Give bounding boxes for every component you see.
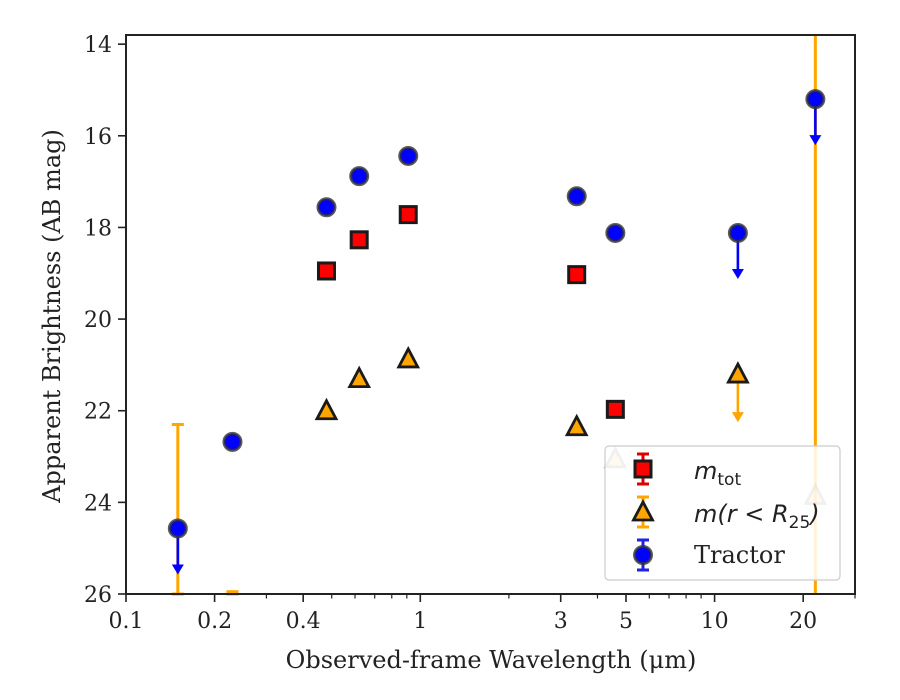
y-tick-label: 18	[84, 216, 112, 241]
x-tick-label: 10	[701, 609, 729, 634]
legend-label-tractor: Tractor	[694, 541, 785, 569]
circle-point	[316, 197, 337, 218]
legend-marker-square	[633, 459, 653, 479]
square-point	[567, 265, 587, 285]
x-tick-label: 0.2	[197, 609, 232, 634]
circle-point	[566, 186, 587, 207]
y-tick-label: 26	[84, 583, 112, 608]
ticks-layer: 0.1 0.2 0.4 1 3 5 10 20 14 16 18 20 22 24 26	[84, 33, 856, 634]
triangle-point	[396, 345, 421, 369]
triangle-point	[347, 365, 372, 389]
triangle-point-group	[726, 361, 750, 384]
circle-upper-limit-arrow-head	[171, 564, 184, 575]
x-tick-label: 5	[619, 609, 633, 634]
circle-point	[727, 222, 748, 243]
y-tick-label: 24	[84, 491, 112, 516]
x-tick-label: 1	[413, 609, 427, 634]
triangle-point-group	[396, 345, 421, 369]
square-point	[349, 230, 369, 250]
triangle-point-group	[314, 397, 339, 421]
legend-marker-circle	[633, 545, 653, 565]
y-tick-label: 20	[84, 308, 112, 333]
y-axis-label: Apparent Brightness (AB mag)	[38, 129, 66, 504]
tri-upper-limit-arrow-head	[731, 412, 744, 423]
x-axis-label: Observed-frame Wavelength (μm)	[286, 646, 697, 674]
x-tick-label: 0.1	[109, 609, 144, 634]
triangle-point	[564, 413, 589, 437]
plot-frame	[125, 34, 856, 595]
circle-point	[222, 431, 243, 452]
x-tick-label: 0.4	[286, 609, 321, 634]
triangle-point	[314, 397, 339, 421]
x-tick-label: 20	[789, 609, 817, 634]
circle-point	[398, 145, 419, 166]
y-tick-label: 14	[84, 33, 112, 58]
legend: mtot m(r < R25) Tractor	[604, 445, 841, 581]
y-tick-label: 22	[84, 400, 112, 425]
circle-upper-limit-arrow-head	[809, 135, 822, 146]
triangle-point-group	[564, 413, 589, 437]
triangle-point-group	[347, 365, 372, 389]
triangle-point	[726, 361, 750, 384]
circle-point	[805, 89, 826, 110]
x-tick-label: 3	[554, 609, 568, 634]
square-point	[605, 399, 625, 419]
circle-point	[167, 518, 188, 539]
square-point	[316, 261, 336, 281]
legend-markers	[631, 452, 655, 572]
square-point	[398, 205, 418, 225]
legend-marker-triangle	[631, 499, 655, 522]
circle-upper-limit-arrow-head	[731, 268, 744, 279]
circle-point	[605, 222, 626, 243]
circle-point	[349, 166, 370, 187]
y-tick-label: 16	[84, 125, 112, 150]
legend-box	[604, 445, 841, 581]
